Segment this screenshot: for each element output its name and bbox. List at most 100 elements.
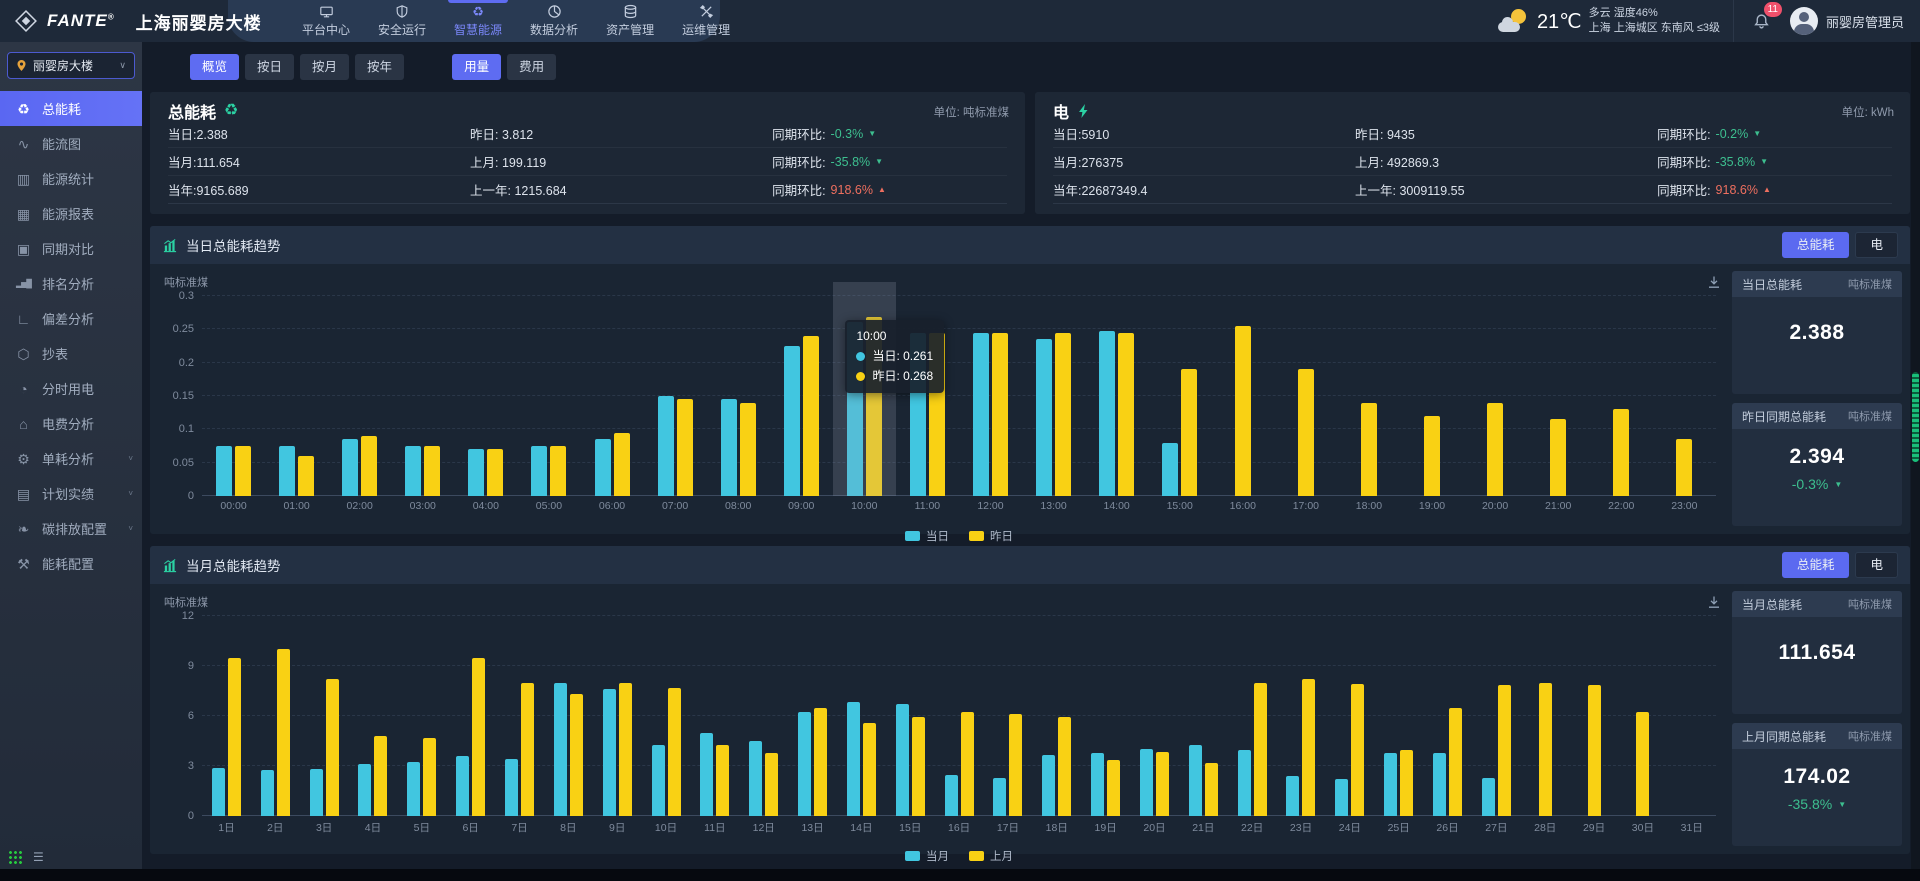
sidebar-item-分时用电[interactable]: ◔分时用电 (0, 371, 142, 406)
footer-bar (0, 869, 1920, 881)
x-tick-label: 2日 (251, 820, 300, 835)
legend-item-上月[interactable]: 上月 (969, 848, 1013, 864)
user-menu[interactable]: 丽婴房管理员 (1790, 7, 1904, 35)
x-tick-label: 3日 (300, 820, 349, 835)
bar-slot-15日 (886, 616, 935, 816)
nav-item-label: 资产管理 (606, 21, 654, 38)
sidebar-item-抄表[interactable]: ⬡抄表 (0, 336, 142, 371)
nav-item-label: 安全运行 (378, 21, 426, 38)
nav-item-智慧能源[interactable]: ♻智慧能源 (452, 0, 504, 42)
x-tick-label: 26日 (1423, 820, 1472, 835)
tab-按日[interactable]: 按日 (245, 54, 294, 80)
bar-当月 (700, 733, 713, 816)
scrollbar-track[interactable] (1911, 42, 1920, 869)
notifications-button[interactable]: 11 (1747, 6, 1777, 36)
collapse-menu-icon[interactable]: ☰ (33, 850, 44, 864)
card-value-current: 当月:276375 (1053, 152, 1355, 171)
bar-当月 (407, 762, 420, 817)
legend-label: 当月 (926, 848, 949, 864)
triangle-down-icon: ▼ (875, 157, 883, 166)
asset-icon (623, 4, 638, 19)
x-tick-label: 15:00 (1148, 500, 1211, 512)
bar-当月 (1091, 753, 1104, 816)
nav-item-数据分析[interactable]: 数据分析 (528, 0, 580, 42)
x-tick-label: 16日 (935, 820, 984, 835)
x-tick-label: 22:00 (1590, 500, 1653, 512)
sidebar-item-能耗配置[interactable]: ⚒能耗配置 (0, 546, 142, 581)
sidebar-item-单耗分析[interactable]: ⚙单耗分析˅ (0, 441, 142, 476)
bar-昨日 (1424, 416, 1440, 496)
nav-item-平台中心[interactable]: 平台中心 (300, 0, 352, 42)
bar-slot-2日 (251, 616, 300, 816)
stat-panel-昨日同期总能耗: 昨日同期总能耗吨标准煤2.394-0.3%▼ (1732, 403, 1902, 526)
tab-按年[interactable]: 按年 (355, 54, 404, 80)
toggle-button-电[interactable]: 电 (1855, 232, 1898, 258)
sidebar-item-排名分析[interactable]: ▂▅█排名分析 (0, 266, 142, 301)
stat-panel-header: 当月总能耗吨标准煤 (1732, 591, 1902, 617)
legend-item-当月[interactable]: 当月 (905, 848, 949, 864)
tab-按月[interactable]: 按月 (300, 54, 349, 80)
scrollbar-thumb[interactable] (1912, 372, 1919, 462)
x-tick-label: 06:00 (580, 500, 643, 512)
legend-swatch (969, 851, 984, 861)
energy-icon: ♻ (472, 4, 484, 19)
bar-slot-9日 (593, 616, 642, 816)
x-tick-label: 9日 (593, 820, 642, 835)
sidebar-item-能流图[interactable]: ∿能流图 (0, 126, 142, 161)
sidebar-item-能源报表[interactable]: ▦能源报表 (0, 196, 142, 231)
bar-当月 (1482, 778, 1495, 816)
toggle-button-总能耗[interactable]: 总能耗 (1782, 232, 1850, 258)
nav-item-运维管理[interactable]: 运维管理 (680, 0, 732, 42)
sidebar-item-能源统计[interactable]: ▥能源统计 (0, 161, 142, 196)
sidebar-item-同期对比[interactable]: ▣同期对比 (0, 231, 142, 266)
chart-toggle-buttons: 总能耗电 (1782, 232, 1898, 258)
flow-icon: ∿ (15, 137, 32, 151)
card-row: 当年:9165.689上一年: 1215.684同期环比:918.6%▲ (168, 176, 1007, 204)
toggle-button-电[interactable]: 电 (1855, 552, 1898, 578)
sidebar-item-label: 总能耗 (42, 99, 81, 118)
tab-费用[interactable]: 费用 (507, 54, 556, 80)
bar-当日 (468, 449, 484, 496)
chart-section-header: 当日总能耗趋势总能耗电 (150, 226, 1910, 264)
tab-用量[interactable]: 用量 (452, 54, 501, 80)
trend-chart-icon (162, 238, 178, 253)
sidebar-item-偏差分析[interactable]: ∟偏差分析 (0, 301, 142, 336)
grid-dots-icon[interactable] (8, 850, 22, 864)
nav-item-安全运行[interactable]: 安全运行 (376, 0, 428, 42)
x-tick-label: 31日 (1667, 820, 1716, 835)
sidebar-item-计划实绩[interactable]: ▤计划实绩˅ (0, 476, 142, 511)
x-tick-label: 12日 (739, 820, 788, 835)
notification-badge: 11 (1764, 2, 1782, 17)
bolt-icon (1077, 103, 1090, 119)
legend-item-当日[interactable]: 当日 (905, 528, 949, 544)
stat-panel-delta: -35.8%▼ (1732, 796, 1902, 812)
download-icon[interactable] (1706, 594, 1722, 610)
bar-slot-28日 (1521, 616, 1570, 816)
summary-card-总能耗: 总能耗♻单位: 吨标准煤当日:2.388昨日: 3.812同期环比:-0.3%▼… (150, 92, 1025, 214)
bar-上月 (863, 723, 876, 816)
sidebar-item-总能耗[interactable]: ♻总能耗 (0, 91, 142, 126)
sidebar-item-电费分析[interactable]: ⌂电费分析 (0, 406, 142, 441)
nav-item-资产管理[interactable]: 资产管理 (604, 0, 656, 42)
download-icon[interactable] (1706, 274, 1722, 290)
x-tick-label: 1日 (202, 820, 251, 835)
tooltip-text: 当日: 0.261 (872, 347, 933, 367)
card-value-previous: 上一年: 1215.684 (470, 180, 772, 199)
bar-上月 (1588, 685, 1601, 816)
stat-panel-unit: 吨标准煤 (1848, 276, 1892, 292)
y-tick-label: 9 (188, 660, 194, 672)
platform-icon (319, 4, 334, 19)
toggle-button-总能耗[interactable]: 总能耗 (1782, 552, 1850, 578)
legend-item-昨日[interactable]: 昨日 (969, 528, 1013, 544)
card-value-current: 当年:22687349.4 (1053, 180, 1355, 199)
bar-昨日 (1361, 403, 1377, 496)
sidebar-item-碳排放配置[interactable]: ❧碳排放配置˅ (0, 511, 142, 546)
x-tick-label: 12:00 (959, 500, 1022, 512)
tab-概览[interactable]: 概览 (190, 54, 239, 80)
bar-当月 (1433, 753, 1446, 816)
card-title: 总能耗 (168, 99, 216, 123)
building-selector[interactable]: 丽婴房大楼 ∨ (7, 52, 135, 79)
deviation-icon: ∟ (15, 312, 32, 326)
topbar-right: 21℃ 多云 湿度46% 上海 上海城区 东南风 ≤3级 11 丽婴房管理员 (1498, 0, 1920, 42)
bar-slot-13日 (788, 616, 837, 816)
